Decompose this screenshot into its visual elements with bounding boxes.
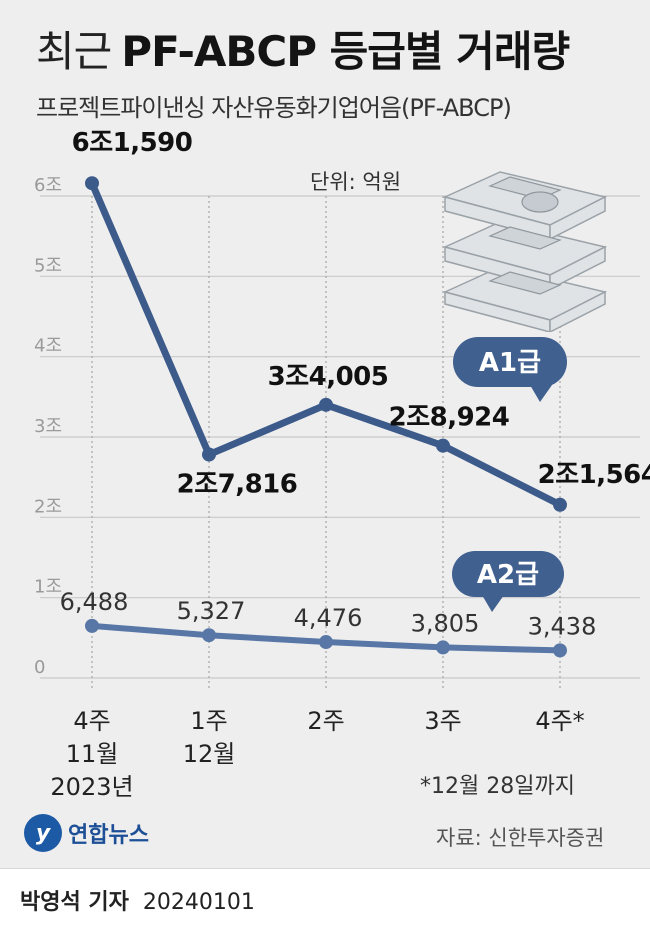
a1-bubble <box>453 337 567 387</box>
data-point <box>202 628 216 643</box>
data-point <box>553 643 567 658</box>
data-label: 3,805 <box>411 609 480 637</box>
a1-legend-label: A1급 <box>479 348 541 378</box>
a1-bubble-tail <box>530 385 552 402</box>
x-tick-label: 12월 <box>183 740 236 768</box>
page-subtitle: 프로젝트파이낸싱 자산유동화기업어음(PF-ABCP) <box>36 94 512 122</box>
chart-panel: 최근 PF-ABCP 등급별 거래량 프로젝트파이낸싱 자산유동화기업어음(PF-… <box>24 18 650 852</box>
data-point <box>85 176 99 191</box>
title-main: PF-ABCP 등급별 거래량 <box>121 27 570 76</box>
data-point <box>436 640 450 655</box>
x-tick-label: 4주* <box>535 707 584 735</box>
y-tick-label: 5조 <box>34 255 62 276</box>
reporter-date: 20240101 <box>142 890 255 915</box>
y-tick-label: 1조 <box>34 577 62 598</box>
data-point <box>85 618 99 633</box>
page-title: 최근 PF-ABCP 등급별 거래량 <box>36 18 570 79</box>
reporter-credit: 박영석 기자 20240101 <box>20 884 255 916</box>
x-tick-label: 1주 <box>190 707 227 735</box>
data-point <box>319 635 333 650</box>
logo-text: 연합뉴스 <box>68 823 149 848</box>
data-label: 6,488 <box>60 588 129 616</box>
data-label: 4,476 <box>294 604 363 632</box>
x-tick-label: 2주 <box>307 707 344 735</box>
line-chart: 0 1조 2조 3조 4조 5조 6조 4주 11월 2023년 1주 12월 2주 3주 4주* 6조1,5… <box>34 128 650 801</box>
footer-strip <box>0 868 650 934</box>
data-label: 2조7,816 <box>177 470 298 500</box>
y-tick-label: 6조 <box>34 175 62 196</box>
y-tick-label: 4조 <box>34 336 62 357</box>
source-label: 자료: 신한투자증권 <box>436 826 605 850</box>
a2-bubble <box>452 551 564 597</box>
x-tick-label: 4주 <box>73 707 110 735</box>
data-label: 3,438 <box>528 612 597 640</box>
reporter-name: 박영석 기자 <box>20 890 129 915</box>
data-point <box>553 497 567 512</box>
data-point <box>436 438 450 453</box>
a2-legend-label: A2급 <box>477 560 539 590</box>
y-tick-label: 2조 <box>34 496 62 517</box>
title-prefix: 최근 <box>36 27 112 76</box>
money-stack-icon <box>442 171 608 332</box>
data-label: 3조4,005 <box>268 362 389 392</box>
x-tick-label: 11월 <box>66 740 119 768</box>
y-tick-label: 3조 <box>34 416 62 437</box>
data-point <box>319 397 333 412</box>
data-point <box>202 447 216 462</box>
y-tick-label: 0 <box>34 657 45 678</box>
x-tick-label: 3주 <box>424 707 461 735</box>
data-label: 6조1,590 <box>72 128 193 158</box>
unit-label: 단위: 억원 <box>310 170 402 194</box>
a2-bubble-tail <box>482 595 504 612</box>
footnote: *12월 28일까지 <box>420 774 575 799</box>
data-label: 2조8,924 <box>389 403 510 433</box>
data-label: 5,327 <box>177 597 246 625</box>
yonhap-logo-icon: y <box>24 814 62 852</box>
x-tick-label: 2023년 <box>50 773 133 801</box>
yonhap-logo: y 연합뉴스 <box>24 814 149 852</box>
data-label: 2조1,564 <box>538 460 650 490</box>
